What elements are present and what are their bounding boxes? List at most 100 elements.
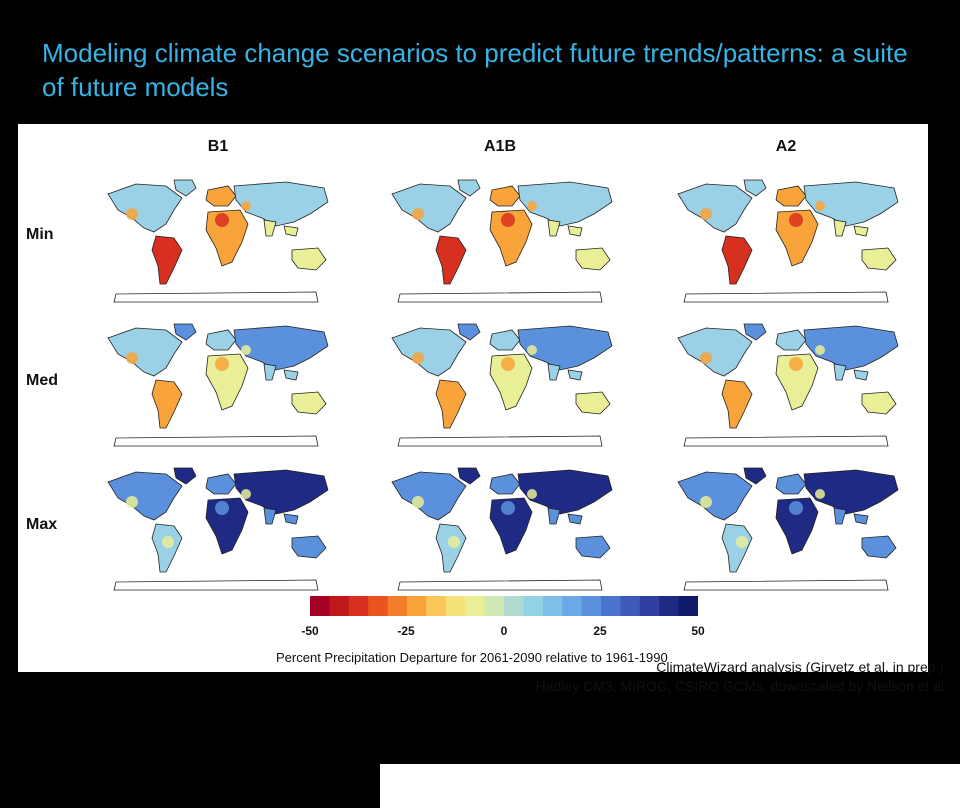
- map-a2-max: [666, 464, 906, 592]
- legend-swatch: [601, 596, 621, 616]
- precipitation-patch: [501, 501, 515, 515]
- continent-australia: [861, 535, 897, 559]
- continent-antarctica: [113, 579, 319, 591]
- continent-greenland: [457, 467, 481, 485]
- continent-antarctica: [113, 435, 319, 447]
- precipitation-patch: [215, 357, 229, 371]
- legend-swatch: [426, 596, 447, 616]
- legend-swatch: [484, 596, 505, 616]
- legend-swatch: [678, 596, 698, 616]
- column-header-a1b: A1B: [483, 138, 516, 155]
- continent-africa: [489, 209, 533, 267]
- continent-asia: [517, 181, 613, 227]
- legend-tick-50: 50: [691, 624, 705, 638]
- continent-northAmerica: [107, 327, 183, 377]
- continent-india: [833, 363, 847, 381]
- credit-line-2: Hadley CM3, MIROC, CSIRO GCMs, downscale…: [535, 678, 948, 694]
- legend-swatch: [329, 596, 350, 616]
- continent-australia: [575, 391, 611, 415]
- legend-swatch: [581, 596, 602, 616]
- legend-swatch: [445, 596, 466, 616]
- map-a2-min: [666, 176, 906, 304]
- map-a2-med: [666, 320, 906, 448]
- legend-swatch: [368, 596, 389, 616]
- credit-text: ClimateWizard analysis (Girvetz et al. i…: [388, 658, 948, 696]
- precipitation-figure: B1 A1B A2 Min Med Max -50 -25 0 25 50 Pe…: [18, 124, 928, 672]
- precipitation-patch: [241, 489, 251, 499]
- continent-europe: [489, 329, 521, 351]
- continent-seAsia: [567, 369, 583, 381]
- continent-seAsia: [283, 369, 299, 381]
- continent-antarctica: [683, 291, 889, 303]
- precipitation-patch: [126, 496, 138, 508]
- continent-southAmerica: [721, 379, 753, 429]
- continent-australia: [861, 247, 897, 271]
- continent-northAmerica: [391, 471, 467, 521]
- continent-greenland: [457, 323, 481, 341]
- map-a1b-min: [380, 176, 620, 304]
- row-header-min: Min: [26, 226, 54, 243]
- continent-europe: [775, 185, 807, 207]
- continent-asia: [803, 469, 899, 515]
- title-bar: Modeling climate change scenarios to pre…: [0, 0, 960, 118]
- continent-australia: [861, 391, 897, 415]
- credit-line-1: ClimateWizard analysis (Girvetz et al. i…: [656, 659, 948, 675]
- legend-tick-25: 25: [593, 624, 607, 638]
- continent-southAmerica: [721, 523, 753, 573]
- continent-europe: [489, 473, 521, 495]
- continent-northAmerica: [107, 183, 183, 233]
- continent-seAsia: [567, 513, 583, 525]
- continent-india: [547, 219, 561, 237]
- continent-antarctica: [397, 291, 603, 303]
- column-header-a2: A2: [775, 138, 797, 155]
- continent-southAmerica: [435, 379, 467, 429]
- map-b1-min: [96, 176, 336, 304]
- legend-swatch: [523, 596, 544, 616]
- continent-northAmerica: [391, 183, 467, 233]
- precipitation-patch: [736, 392, 748, 404]
- continent-greenland: [743, 467, 767, 485]
- continent-seAsia: [853, 225, 869, 237]
- continent-india: [833, 507, 847, 525]
- continent-asia: [517, 469, 613, 515]
- continent-greenland: [173, 467, 197, 485]
- map-b1-med: [96, 320, 336, 448]
- continent-australia: [575, 535, 611, 559]
- row-header-med: Med: [26, 372, 58, 389]
- precipitation-patch: [527, 345, 537, 355]
- continent-seAsia: [567, 225, 583, 237]
- legend-swatch: [387, 596, 408, 616]
- continent-asia: [803, 325, 899, 371]
- continent-australia: [291, 247, 327, 271]
- credit-box: [380, 764, 960, 808]
- legend-swatch: [639, 596, 660, 616]
- continent-antarctica: [683, 435, 889, 447]
- legend-swatch: [659, 596, 680, 616]
- column-header-b1: B1: [207, 138, 229, 155]
- legend-swatch: [562, 596, 583, 616]
- legend-swatch: [465, 596, 486, 616]
- continent-greenland: [743, 179, 767, 197]
- precipitation-patch: [700, 496, 712, 508]
- continent-australia: [291, 391, 327, 415]
- continent-antarctica: [113, 291, 319, 303]
- legend-swatch: [407, 596, 427, 616]
- precipitation-patch: [162, 536, 174, 548]
- precipitation-patch: [241, 345, 251, 355]
- continent-greenland: [743, 323, 767, 341]
- continent-africa: [775, 209, 819, 267]
- continent-southAmerica: [435, 523, 467, 573]
- continent-antarctica: [397, 579, 603, 591]
- legend-tick-0: 0: [500, 624, 508, 638]
- continent-africa: [489, 353, 533, 411]
- continent-southAmerica: [721, 235, 753, 285]
- precipitation-patch: [215, 213, 229, 227]
- continent-europe: [205, 473, 237, 495]
- precipitation-patch: [700, 352, 712, 364]
- continent-europe: [775, 329, 807, 351]
- continent-greenland: [173, 179, 197, 197]
- precipitation-patch: [241, 201, 251, 211]
- legend-tick-neg50: -50: [301, 624, 319, 638]
- precipitation-patch: [789, 213, 803, 227]
- precipitation-patch: [501, 357, 515, 371]
